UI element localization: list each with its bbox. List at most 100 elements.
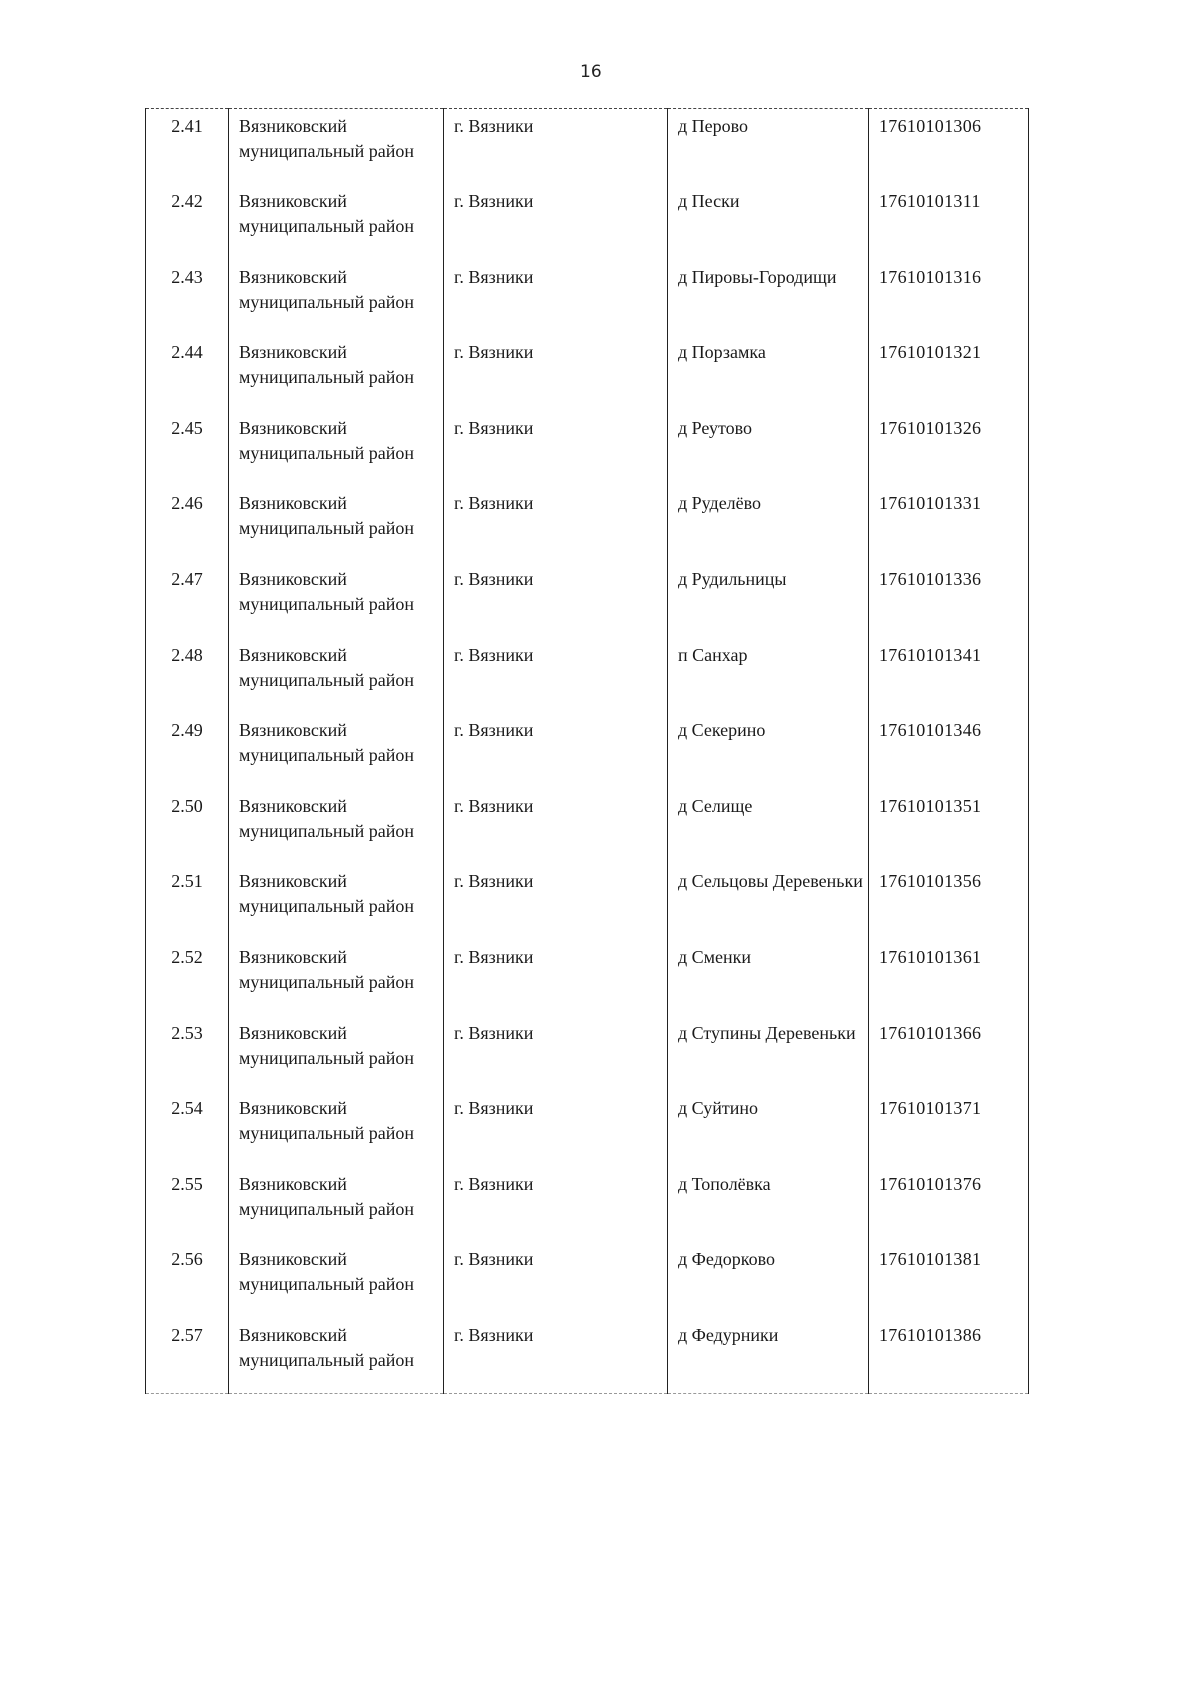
table-row: 2.51 Вязниковский муниципальный район г. В… — [145, 864, 1029, 941]
city-cell: г. Вязники — [443, 410, 668, 487]
oktmo-code-cell: 17610101336 — [868, 562, 1029, 638]
row-number: 2.48 — [145, 637, 229, 714]
settlement-cell: д Федурники — [667, 1318, 869, 1395]
oktmo-code-cell: 17610101371 — [868, 1091, 1029, 1167]
district-cell: Вязниковский муниципальный район — [228, 788, 444, 865]
table-row: 2.43 Вязниковский муниципальный район г. В… — [145, 259, 1029, 336]
table-row: 2.45 Вязниковский муниципальный район г. В… — [145, 410, 1029, 487]
oktmo-code-cell: 17610101311 — [868, 184, 1029, 260]
row-number: 2.50 — [145, 788, 229, 865]
district-cell: Вязниковский муниципальный район — [228, 259, 444, 336]
table-row: 2.48 Вязниковский муниципальный район г. В… — [145, 637, 1029, 714]
city-cell: г. Вязники — [443, 1242, 668, 1318]
table-row: 2.50 Вязниковский муниципальный район г. В… — [145, 788, 1029, 865]
district-cell: Вязниковский муниципальный район — [228, 940, 444, 1016]
oktmo-code-cell: 17610101351 — [868, 788, 1029, 865]
oktmo-code-cell: 17610101361 — [868, 940, 1029, 1016]
settlement-cell: д Федорково — [667, 1242, 869, 1318]
oktmo-code-cell: 17610101306 — [868, 108, 1029, 185]
table-row: 2.57 Вязниковский муниципальный район г. В… — [145, 1318, 1029, 1395]
table-row: 2.42 Вязниковский муниципальный район г. В… — [145, 184, 1029, 260]
table-row: 2.46 Вязниковский муниципальный район г. В… — [145, 486, 1029, 563]
district-cell: Вязниковский муниципальный район — [228, 335, 444, 411]
district-cell: Вязниковский муниципальный район — [228, 108, 444, 185]
district-cell: Вязниковский муниципальный район — [228, 1015, 444, 1092]
row-number: 2.57 — [145, 1318, 229, 1395]
oktmo-code-cell: 17610101326 — [868, 410, 1029, 487]
row-number: 2.53 — [145, 1015, 229, 1092]
row-number: 2.41 — [145, 108, 229, 185]
district-cell: Вязниковский муниципальный район — [228, 1242, 444, 1318]
settlement-cell: д Реутово — [667, 410, 869, 487]
row-number: 2.49 — [145, 713, 229, 789]
oktmo-code-cell: 17610101381 — [868, 1242, 1029, 1318]
district-cell: Вязниковский муниципальный район — [228, 864, 444, 941]
district-cell: Вязниковский муниципальный район — [228, 1091, 444, 1167]
oktmo-code-cell: 17610101341 — [868, 637, 1029, 714]
table-row: 2.56 Вязниковский муниципальный район г. В… — [145, 1242, 1029, 1318]
city-cell: г. Вязники — [443, 1166, 668, 1243]
city-cell: г. Вязники — [443, 713, 668, 789]
row-number: 2.42 — [145, 184, 229, 260]
settlement-cell: п Санхар — [667, 637, 869, 714]
settlement-cell: д Сменки — [667, 940, 869, 1016]
settlement-cell: д Селище — [667, 788, 869, 865]
settlement-cell: д Пески — [667, 184, 869, 260]
row-number: 2.54 — [145, 1091, 229, 1167]
district-cell: Вязниковский муниципальный район — [228, 486, 444, 563]
oktmo-code-cell: 17610101386 — [868, 1318, 1029, 1395]
district-cell: Вязниковский муниципальный район — [228, 1166, 444, 1243]
district-cell: Вязниковский муниципальный район — [228, 713, 444, 789]
table-row: 2.52 Вязниковский муниципальный район г. В… — [145, 940, 1029, 1016]
settlement-cell: д Тополёвка — [667, 1166, 869, 1243]
table-row: 2.41 Вязниковский муниципальный район г. В… — [145, 108, 1029, 185]
district-cell: Вязниковский муниципальный район — [228, 1318, 444, 1395]
settlement-cell: д Сельцовы Деревеньки — [667, 864, 869, 941]
oktmo-code-cell: 17610101321 — [868, 335, 1029, 411]
city-cell: г. Вязники — [443, 1318, 668, 1395]
settlement-cell: д Ступины Деревеньки — [667, 1015, 869, 1092]
row-number: 2.43 — [145, 259, 229, 336]
settlement-cell: д Руделёво — [667, 486, 869, 563]
city-cell: г. Вязники — [443, 788, 668, 865]
city-cell: г. Вязники — [443, 184, 668, 260]
oktmo-code-cell: 17610101356 — [868, 864, 1029, 941]
table-row: 2.53 Вязниковский муниципальный район г. В… — [145, 1015, 1029, 1092]
settlement-cell: д Порзамка — [667, 335, 869, 411]
table-row: 2.54 Вязниковский муниципальный район г. В… — [145, 1091, 1029, 1167]
district-cell: Вязниковский муниципальный район — [228, 562, 444, 638]
settlements-table: 2.41 Вязниковский муниципальный район г. В… — [145, 108, 1029, 1395]
table-row: 2.55 Вязниковский муниципальный район г. В… — [145, 1166, 1029, 1243]
table-row: 2.47 Вязниковский муниципальный район г. В… — [145, 562, 1029, 638]
city-cell: г. Вязники — [443, 940, 668, 1016]
row-number: 2.55 — [145, 1166, 229, 1243]
row-number: 2.52 — [145, 940, 229, 1016]
district-cell: Вязниковский муниципальный район — [228, 184, 444, 260]
row-number: 2.56 — [145, 1242, 229, 1318]
settlement-cell: д Суйтино — [667, 1091, 869, 1167]
settlement-cell: д Пировы-Городищи — [667, 259, 869, 336]
oktmo-code-cell: 17610101366 — [868, 1015, 1029, 1092]
row-number: 2.46 — [145, 486, 229, 563]
city-cell: г. Вязники — [443, 1015, 668, 1092]
city-cell: г. Вязники — [443, 259, 668, 336]
settlement-cell: д Рудильницы — [667, 562, 869, 638]
row-number: 2.51 — [145, 864, 229, 941]
table-row: 2.44 Вязниковский муниципальный район г. В… — [145, 335, 1029, 411]
settlement-cell: д Перово — [667, 108, 869, 185]
district-cell: Вязниковский муниципальный район — [228, 410, 444, 487]
oktmo-code-cell: 17610101346 — [868, 713, 1029, 789]
oktmo-code-cell: 17610101376 — [868, 1166, 1029, 1243]
city-cell: г. Вязники — [443, 637, 668, 714]
row-number: 2.44 — [145, 335, 229, 411]
city-cell: г. Вязники — [443, 108, 668, 185]
city-cell: г. Вязники — [443, 864, 668, 941]
row-number: 2.47 — [145, 562, 229, 638]
city-cell: г. Вязники — [443, 1091, 668, 1167]
table-row: 2.49 Вязниковский муниципальный район г. В… — [145, 713, 1029, 789]
row-number: 2.45 — [145, 410, 229, 487]
page-number: 16 — [580, 62, 602, 82]
oktmo-code-cell: 17610101331 — [868, 486, 1029, 563]
district-cell: Вязниковский муниципальный район — [228, 637, 444, 714]
